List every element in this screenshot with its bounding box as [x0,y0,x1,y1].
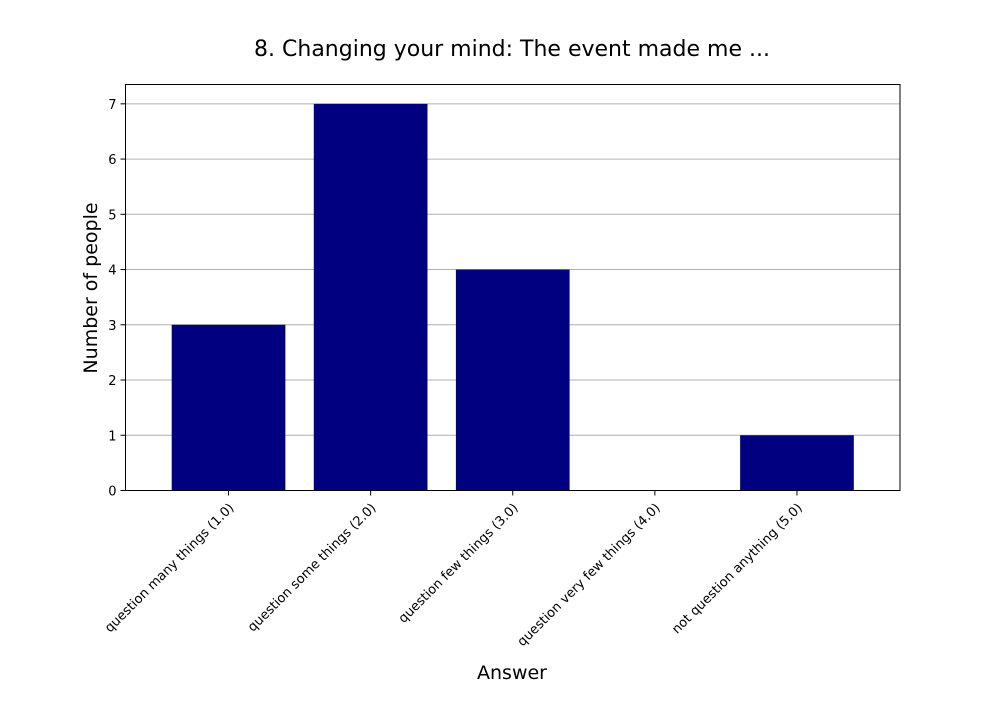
y-tick-label: 0 [108,485,116,500]
x-tick-label: not question anything (5.0) [669,501,805,637]
y-tick-label: 7 [108,98,116,113]
y-tick-label: 4 [108,264,116,279]
y-tick-label: 6 [108,153,116,168]
bar [171,324,286,491]
x-axis-ticks: question many things (1.0) question some … [102,490,806,650]
bar [740,435,854,491]
x-axis-label: Answer [477,662,547,684]
chart-title: 8. Changing your mind: The event made me… [254,37,770,62]
bar [313,103,428,491]
y-tick-label: 5 [108,208,116,223]
x-tick-label: question very few things (4.0) [515,501,664,650]
bar [455,269,570,491]
y-tick-label: 3 [108,319,116,334]
y-axis-ticks: 0 1 2 3 4 5 6 7 [108,98,126,500]
bars [171,103,854,491]
y-tick-label: 2 [108,374,116,389]
plot-frame [125,84,901,491]
x-tick-label: question few things (3.0) [396,501,522,627]
y-tick-label: 1 [108,429,116,444]
y-axis-label: Number of people [80,202,102,373]
x-tick-label: question some things (2.0) [245,501,379,635]
x-tick-label: question many things (1.0) [102,501,237,636]
